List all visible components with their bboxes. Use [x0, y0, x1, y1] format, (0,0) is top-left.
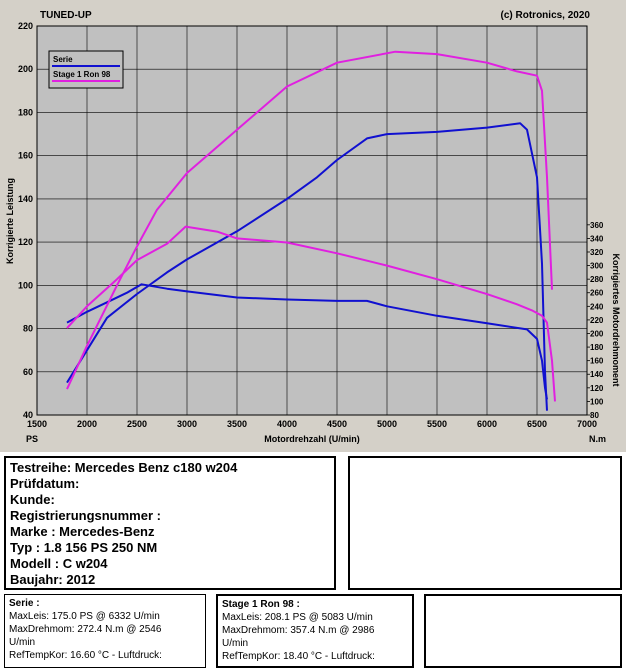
series-line-serie-power [66, 122, 548, 411]
x-tick-label: 3500 [227, 419, 247, 429]
y-tick-label-right: 320 [590, 248, 604, 257]
y-tick-label-right: 300 [590, 262, 604, 271]
result-box-stage1: Stage 1 Ron 98 : MaxLeis: 208.1 PS @ 508… [216, 594, 414, 668]
y-tick-label-left: 140 [18, 194, 33, 204]
y-tick-label-right: 120 [590, 384, 604, 393]
result-line: MaxLeis: 175.0 PS @ 6332 U/min [9, 611, 160, 622]
dyno-chart-panel: TUNED-UP (c) Rotronics, 2020 1500 2000 250… [0, 0, 626, 452]
result-line: MaxDrehmom: 272.4 N.m @ 2546 [9, 624, 162, 635]
info-line: Kunde: [10, 492, 55, 507]
y-tick-label-right: 220 [590, 316, 604, 325]
y-tick-label-right: 240 [590, 302, 604, 311]
result-box-serie: Serie : MaxLeis: 175.0 PS @ 6332 U/min M… [4, 594, 206, 668]
x-tick-label: 3000 [177, 419, 197, 429]
info-line: Marke : Mercedes-Benz [10, 524, 155, 539]
info-line: Modell : C w204 [10, 556, 108, 571]
result-line: RefTempKor: 16.60 °C - Luftdruck: [9, 650, 162, 661]
result-line: U/min [222, 638, 249, 649]
result-line: U/min [9, 637, 36, 648]
y-tick-label-right: 340 [590, 234, 604, 243]
info-line: Baujahr: 2012 [10, 572, 96, 587]
info-line: Prüfdatum: [10, 476, 80, 491]
result-line: RefTempKor: 18.40 °C - Luftdruck: [222, 651, 375, 662]
series-line-serie-torque [66, 283, 548, 400]
legend: Serie Stage 1 Ron 98 [48, 50, 124, 89]
y-tick-label-left: 200 [18, 64, 33, 74]
header-left: TUNED-UP [40, 10, 92, 21]
x-tick-label: 5000 [377, 419, 397, 429]
x-tick-label: 2500 [127, 419, 147, 429]
y-tick-label-left: 180 [18, 107, 33, 117]
y-tick-label-left: 220 [18, 21, 33, 31]
series-layer [66, 50, 556, 411]
dyno-chart: TUNED-UP (c) Rotronics, 2020 1500 2000 250… [5, 10, 621, 444]
empty-info-box [348, 456, 622, 590]
result-line: MaxLeis: 208.1 PS @ 5083 U/min [222, 612, 373, 623]
legend-label-serie: Serie [53, 55, 73, 64]
y-tick-label-left: 80 [23, 324, 33, 334]
result-title-serie: Serie : [9, 598, 40, 609]
y-tick-label-right: 280 [590, 275, 604, 284]
vehicle-info-box: Testreihe: Mercedes Benz c180 w204 Prüfd… [4, 456, 336, 590]
result-line: MaxDrehmom: 357.4 N.m @ 2986 [222, 625, 375, 636]
x-tick-label: 4000 [277, 419, 297, 429]
y-axis-label-left: Korrigierte Leistung [5, 178, 15, 264]
y-tick-label-left: 120 [18, 237, 33, 247]
y-tick-label-right: 80 [590, 411, 599, 420]
x-unit-left: PS [26, 434, 38, 444]
y-tick-label-right: 100 [590, 397, 604, 406]
y-tick-label-left: 40 [23, 410, 33, 420]
series-line-stage1-power [66, 50, 553, 390]
y-tick-label-right: 180 [590, 343, 604, 352]
x-tick-label: 5500 [427, 419, 447, 429]
empty-result-box [424, 594, 622, 668]
x-axis-label: Motordrehzahl (U/min) [264, 434, 360, 444]
y-tick-label-left: 160 [18, 151, 33, 161]
series-line-stage1-torque [66, 225, 556, 402]
info-line: Registrierungsnummer : [10, 508, 161, 523]
x-tick-label: 6500 [527, 419, 547, 429]
x-unit-right: N.m [589, 434, 606, 444]
plot-area [36, 25, 588, 416]
result-title-stage1: Stage 1 Ron 98 : [222, 599, 300, 610]
y-tick-label-right: 260 [590, 289, 604, 298]
x-tick-label: 1500 [27, 419, 47, 429]
x-tick-label: 2000 [77, 419, 97, 429]
legend-label-stage1: Stage 1 Ron 98 [53, 70, 111, 79]
info-line: Typ : 1.8 156 PS 250 NM [10, 540, 158, 555]
y-axis-label-right: Korrigiertes Motordrehmoment [611, 253, 621, 386]
axis-ticks: 1500 2000 2500 3000 3500 4000 4500 5000 5500 6000… [18, 21, 604, 429]
y-tick-label-left: 100 [18, 280, 33, 290]
y-tick-label-right: 200 [590, 329, 604, 338]
x-tick-label: 4500 [327, 419, 347, 429]
info-line: Testreihe: Mercedes Benz c180 w204 [10, 460, 238, 475]
y-tick-label-left: 60 [23, 367, 33, 377]
x-tick-label: 6000 [477, 419, 497, 429]
y-tick-label-right: 360 [590, 221, 604, 230]
x-tick-label: 7000 [577, 419, 597, 429]
y-tick-label-right: 160 [590, 357, 604, 366]
header-right: (c) Rotronics, 2020 [501, 10, 591, 21]
y-tick-label-right: 140 [590, 370, 604, 379]
